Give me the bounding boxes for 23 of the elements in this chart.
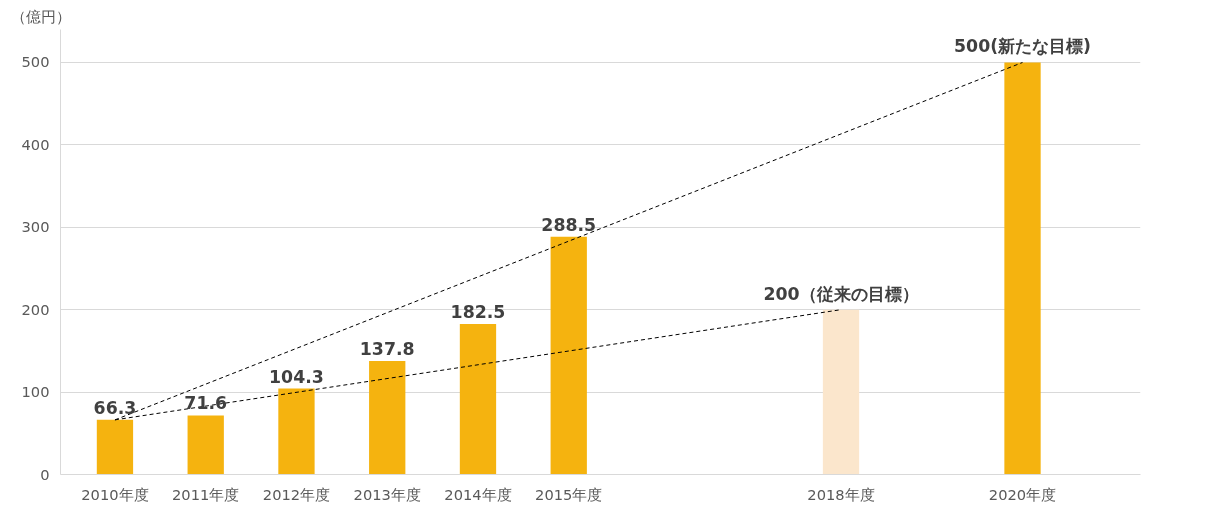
y-tick-label: 0	[40, 465, 50, 483]
x-tick-label: 2010年度	[81, 485, 149, 503]
y-tick-label: 500	[21, 53, 50, 71]
x-tick-label: 2020年度	[988, 485, 1057, 503]
data-label: 500(新たな目標)	[954, 36, 1092, 57]
x-tick-label: 2015年度	[535, 485, 603, 503]
x-tick-label: 2012年度	[262, 485, 331, 503]
y-tick-label: 400	[21, 135, 50, 153]
y-axis-title: （億円）	[10, 7, 71, 25]
x-tick-label: 2018年度	[807, 485, 875, 503]
data-label: 182.5	[450, 302, 506, 323]
data-label: 66.3	[93, 397, 137, 418]
x-tick-label: 2014年度	[444, 485, 512, 503]
x-tick-label: 2013年度	[353, 485, 421, 503]
data-label: 200（従来の目標）	[763, 283, 919, 304]
x-tick-label: 2011年度	[172, 485, 240, 503]
y-tick-label: 300	[21, 218, 50, 236]
data-label: 104.3	[269, 366, 324, 387]
data-label: 71.6	[184, 393, 228, 414]
y-tick-label: 200	[21, 300, 50, 318]
data-label: 137.8	[359, 338, 415, 359]
data-label: 288.5	[541, 214, 597, 235]
y-tick-label: 100	[21, 383, 50, 401]
